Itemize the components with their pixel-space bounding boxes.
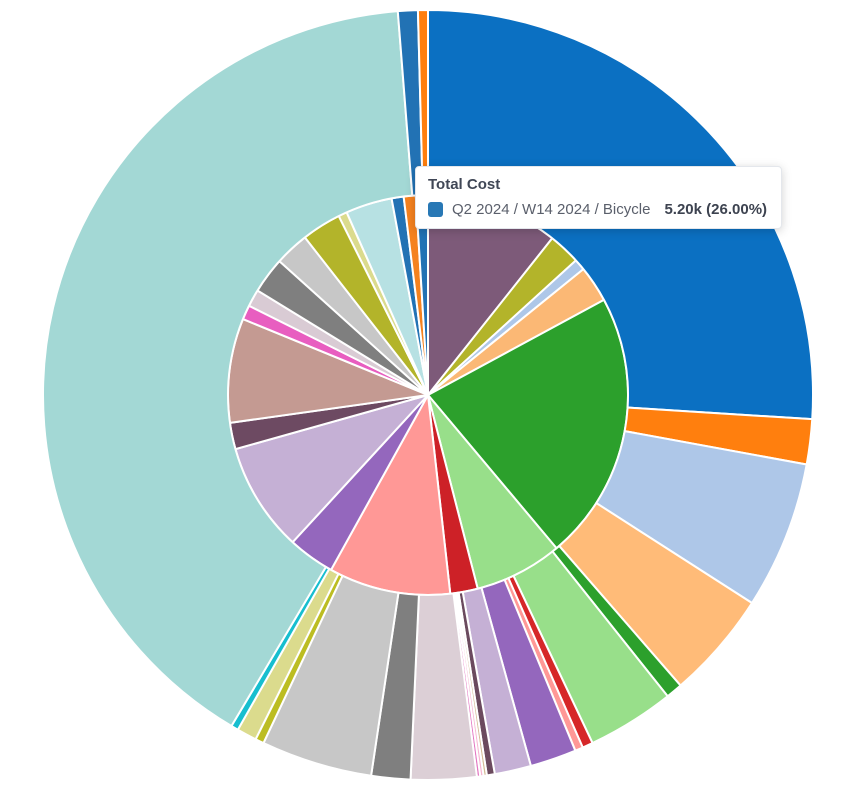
chart-tooltip: Total Cost Q2 2024 / W14 2024 / Bicycle … [415, 166, 783, 229]
tooltip-series-value: 5.20k (26.00%) [664, 201, 768, 218]
sunburst-segment-outer-20[interactable] [42, 10, 414, 728]
series-color-swatch [428, 202, 443, 217]
tooltip-series-label: Q2 2024 / W14 2024 / Bicycle [452, 201, 651, 218]
tooltip-title: Total Cost [428, 176, 501, 193]
tooltip-series-row: Q2 2024 / W14 2024 / Bicycle 5.20k (26.0… [428, 201, 767, 218]
